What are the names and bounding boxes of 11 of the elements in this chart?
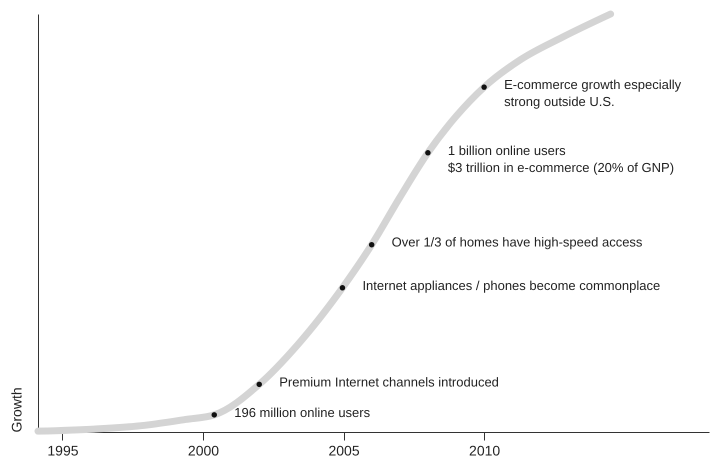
x-tick-label: 2010 [469, 442, 500, 458]
annotation: Over 1/3 of homes have high-speed access [392, 234, 643, 250]
y-axis-title: Growth [8, 387, 24, 432]
annotation: E-commerce growth especially strong outside U.S. [504, 77, 682, 110]
annotation: Internet appliances / phones become commonplace [362, 278, 660, 293]
annotation: Premium Internet channels introduced [279, 374, 499, 390]
annotation: 1 billion online users $3 trillion in e-commerce (20% of GNP) [448, 142, 674, 175]
x-tick-label: 1995 [47, 442, 79, 458]
x-tick-label: 2005 [328, 442, 360, 458]
x-tick-label: 2000 [188, 442, 220, 458]
annotation: 196 million online users [234, 404, 371, 420]
